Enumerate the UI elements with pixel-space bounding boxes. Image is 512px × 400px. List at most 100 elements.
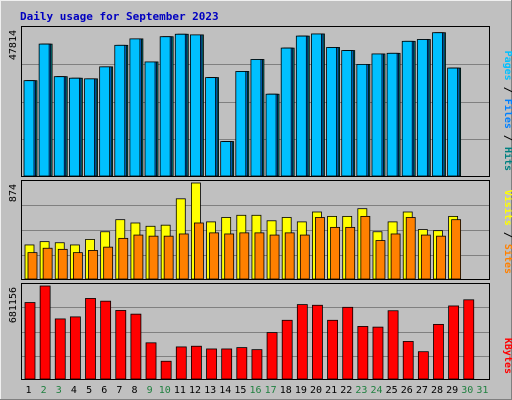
bar-sites-day-3 xyxy=(57,248,68,280)
day-label-1: 1 xyxy=(26,385,32,396)
bar-sites-day-12 xyxy=(194,222,204,280)
bar-sites-day-28 xyxy=(436,235,446,280)
bar-pages-day-25 xyxy=(386,52,398,177)
day-label-5: 5 xyxy=(86,385,92,396)
bar-kbytes-day-28 xyxy=(433,323,444,380)
legend-entry: Files xyxy=(502,99,512,129)
bar-kbytes-day-30 xyxy=(463,299,475,380)
day-label-18: 18 xyxy=(280,385,292,396)
day-label-22: 22 xyxy=(340,385,352,396)
bar-pages-day-3 xyxy=(53,76,65,177)
bar-pages-day-9 xyxy=(144,61,156,177)
bar-kbytes-day-14 xyxy=(221,348,233,380)
bar-sites-day-2 xyxy=(42,247,53,280)
day-label-29: 29 xyxy=(446,385,458,396)
bar-kbytes-day-10 xyxy=(160,360,172,380)
bar-pages-day-21 xyxy=(326,47,337,177)
day-label-28: 28 xyxy=(431,385,443,396)
bar-kbytes-day-29 xyxy=(448,305,460,380)
bar-sites-day-24 xyxy=(375,240,386,280)
day-label-30: 30 xyxy=(461,385,473,396)
bar-pages-day-27 xyxy=(416,39,428,177)
bar-pages-day-15 xyxy=(235,71,247,177)
axis-max-label: 681156 xyxy=(8,287,19,323)
day-label-31: 31 xyxy=(476,385,488,396)
bar-pages-day-22 xyxy=(341,50,353,177)
bar-kbytes-day-3 xyxy=(54,318,66,380)
bar-sites-day-14 xyxy=(224,233,235,280)
bar-pages-day-19 xyxy=(295,35,307,177)
bar-pages-day-5 xyxy=(84,78,95,177)
day-label-16: 16 xyxy=(249,385,261,396)
day-label-2: 2 xyxy=(41,385,47,396)
bar-pages-day-20 xyxy=(311,33,322,177)
bar-sites-day-1 xyxy=(27,252,38,280)
legend-entry: Hits xyxy=(502,147,512,171)
day-label-25: 25 xyxy=(386,385,398,396)
bar-sites-day-26 xyxy=(405,217,416,280)
day-label-10: 10 xyxy=(159,385,171,396)
bar-sites-day-21 xyxy=(330,226,340,280)
bar-sites-day-9 xyxy=(148,235,159,280)
bar-pages-day-13 xyxy=(205,77,216,177)
day-labels-layer: 1 2 3 4 5 6 7 8 9 10 11 12 13 14 15 16 17 18 19 20 21 22 23 24 2… xyxy=(26,385,489,396)
bar-kbytes-day-18 xyxy=(281,319,293,380)
bar-kbytes-day-24 xyxy=(372,326,384,380)
bar-pages-day-23 xyxy=(356,63,368,177)
bar-pages-day-4 xyxy=(68,77,80,177)
bar-kbytes-day-4 xyxy=(69,316,81,380)
bar-pages-day-29 xyxy=(447,67,459,177)
panel-legend: KBytes xyxy=(502,338,512,374)
day-label-14: 14 xyxy=(219,385,231,396)
bar-pages-day-28 xyxy=(432,32,443,177)
axis-max-label: 47814 xyxy=(8,30,19,60)
bar-pages-day-12 xyxy=(190,34,201,177)
bar-kbytes-day-17 xyxy=(266,332,278,380)
legend-entry: / xyxy=(502,129,512,147)
bar-kbytes-day-27 xyxy=(417,351,429,380)
bar-sites-day-10 xyxy=(163,235,174,280)
panel-legend: Visits / Sites xyxy=(502,190,512,274)
day-label-20: 20 xyxy=(310,385,322,396)
bar-pages-day-1 xyxy=(23,80,35,177)
bar-kbytes-day-25 xyxy=(387,310,399,380)
bar-pages-day-24 xyxy=(371,53,383,177)
legend-entry: / xyxy=(502,81,512,99)
bar-kbytes-day-22 xyxy=(342,306,354,380)
bar-kbytes-day-1 xyxy=(24,302,36,380)
bar-kbytes-day-21 xyxy=(327,319,338,380)
day-label-12: 12 xyxy=(189,385,201,396)
bar-pages-day-6 xyxy=(99,66,111,177)
legend-entry: / xyxy=(502,226,512,244)
panel-border xyxy=(21,26,490,177)
bar-kbytes-day-23 xyxy=(357,326,369,380)
bar-sites-day-20 xyxy=(315,217,325,280)
day-label-19: 19 xyxy=(295,385,307,396)
bar-pages-day-18 xyxy=(280,47,292,177)
day-label-9: 9 xyxy=(147,385,153,396)
bar-sites-day-7 xyxy=(118,237,129,280)
legend-entry: Sites xyxy=(502,244,512,274)
bar-pages-day-7 xyxy=(114,44,126,177)
bar-kbytes-day-15 xyxy=(236,347,248,380)
bar-sites-day-8 xyxy=(133,234,144,280)
panel-border xyxy=(21,283,490,380)
day-label-21: 21 xyxy=(325,385,337,396)
legend-entry: Visits xyxy=(502,190,512,226)
panel-border xyxy=(21,180,490,280)
bar-sites-day-25 xyxy=(390,233,401,280)
bar-sites-day-15 xyxy=(239,232,250,280)
day-label-24: 24 xyxy=(371,385,383,396)
bar-sites-day-17 xyxy=(269,234,280,280)
day-label-3: 3 xyxy=(56,385,62,396)
legend-entry: Pages xyxy=(502,51,512,81)
bar-kbytes-day-26 xyxy=(402,341,414,380)
bar-sites-day-6 xyxy=(103,246,114,280)
day-label-26: 26 xyxy=(401,385,413,396)
bar-pages-day-17 xyxy=(265,93,277,177)
panel-visits-sites: 874 Visits / Sites xyxy=(8,180,512,280)
bar-kbytes-day-8 xyxy=(130,313,142,380)
day-label-8: 8 xyxy=(131,385,137,396)
bar-sites-day-11 xyxy=(178,233,189,280)
bar-sites-day-18 xyxy=(284,232,295,280)
